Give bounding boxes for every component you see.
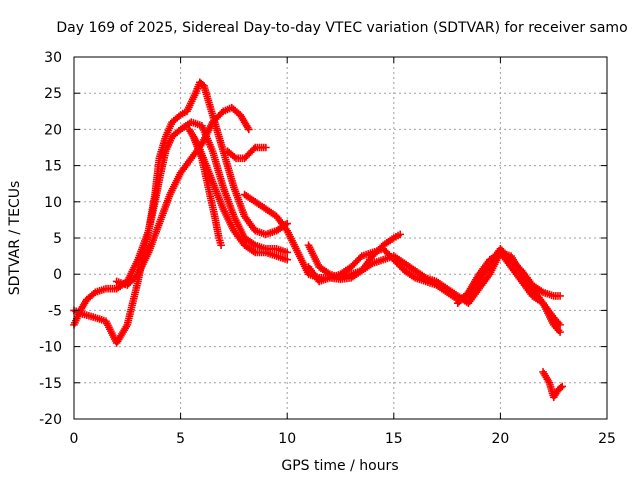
plus-markers <box>185 125 291 264</box>
y-tick-label: 5 <box>53 231 62 247</box>
y-tick-label: -5 <box>48 303 62 319</box>
plus-markers <box>539 368 567 402</box>
series-track-10 <box>453 248 564 336</box>
y-tick-label: 30 <box>44 50 62 66</box>
series-track-11 <box>539 368 567 402</box>
x-tick-label: 15 <box>385 431 403 447</box>
y-tick-label: 25 <box>44 86 62 102</box>
plus-markers <box>112 103 253 289</box>
y-tick-label: 15 <box>44 159 62 175</box>
y-tick-label: -15 <box>39 376 62 392</box>
x-tick-label: 25 <box>598 431 616 447</box>
data-series <box>70 78 567 402</box>
plus-markers <box>223 143 270 163</box>
y-tick-label: -20 <box>39 412 62 428</box>
y-tick-label: 10 <box>44 195 62 211</box>
y-tick-label: -10 <box>39 340 62 356</box>
x-tick-label: 10 <box>278 431 296 447</box>
chart-title: Day 169 of 2025, Sidereal Day-to-day VTE… <box>56 20 627 36</box>
x-tick-label: 20 <box>491 431 509 447</box>
x-tick-label: 0 <box>70 431 79 447</box>
x-tick-label: 5 <box>176 431 185 447</box>
series-track-4 <box>223 143 270 163</box>
x-axis-label: GPS time / hours <box>281 458 398 474</box>
series-track-6 <box>185 125 291 264</box>
plus-markers <box>453 248 564 336</box>
series-track-2 <box>70 78 291 347</box>
series-track-3 <box>112 103 253 289</box>
y-tick-label: 20 <box>44 122 62 138</box>
axis-ticks: 0 5 10 15 20 25 30 25 20 15 10 5 0 -5 -10 -15 -20 <box>39 50 616 447</box>
y-tick-label: 0 <box>53 267 62 283</box>
y-axis-label: SDTVAR / TECUs <box>7 181 23 296</box>
